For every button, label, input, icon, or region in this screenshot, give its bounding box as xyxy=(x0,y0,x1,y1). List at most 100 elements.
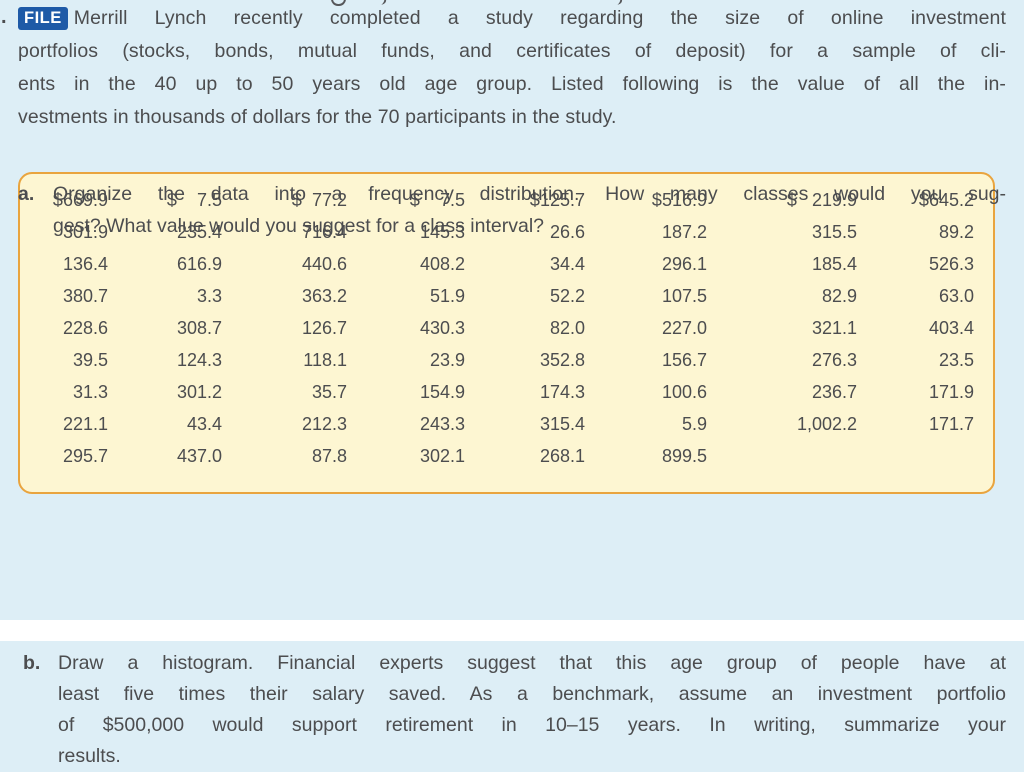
table-cell: 315.5 xyxy=(811,222,857,242)
table-cell: 403.4 xyxy=(928,318,974,338)
table-cell: 235.4 xyxy=(176,222,222,242)
intro-line: portfolios (stocks, bonds, mutual funds,… xyxy=(18,40,1006,62)
table-row: 380.7 3.3 363.2 51.9 52.2 107.5 82.9 63.0 xyxy=(44,280,975,312)
table-cell: 440.6 xyxy=(301,254,347,274)
table-value: 516.9 xyxy=(661,190,707,210)
table-cell: 301.2 xyxy=(176,382,222,402)
table-cell: 296.1 xyxy=(661,254,707,274)
table-cell: 227.0 xyxy=(661,318,707,338)
table-row: 31.3 301.2 35.7 154.9 174.3 100.6 236.7 171.9 xyxy=(44,376,975,408)
table-cell: 174.3 xyxy=(539,382,585,402)
table-cell: 82.9 xyxy=(821,286,857,306)
intro-text: Merrill Lynch recently completed a study… xyxy=(73,7,1006,29)
table-cell: 526.3 xyxy=(928,254,974,274)
table-cell: 43.4 xyxy=(186,414,222,434)
table-cell: 124.3 xyxy=(176,350,222,370)
table-cell: $645.2 xyxy=(857,184,974,216)
file-badge: FILE xyxy=(18,7,68,30)
question-b-section: b. Draw a histogram. Financial experts s… xyxy=(0,641,1024,772)
table-cell: 118.1 xyxy=(303,350,347,370)
table-cell: 268.1 xyxy=(539,446,585,466)
dollar-sign: $ xyxy=(166,190,177,210)
table-value: 77.2 xyxy=(311,190,347,210)
table-cell: 380.7 xyxy=(62,286,108,306)
question-b: b. Draw a histogram. Financial experts s… xyxy=(0,641,1024,772)
table-cell: $77.2 xyxy=(222,184,347,216)
question-line: results. xyxy=(58,745,121,767)
table-cell: 352.8 xyxy=(539,350,585,370)
question-b-text: Draw a histogram. Financial experts sugg… xyxy=(58,648,1006,772)
problem-number-fragment: . xyxy=(1,6,7,28)
table-row: 295.7 437.0 87.8 302.1 268.1 899.5 xyxy=(44,440,975,472)
table-cell: 716.4 xyxy=(301,222,347,242)
table-cell: 31.3 xyxy=(72,382,108,402)
table-cell: 34.4 xyxy=(549,254,585,274)
table-cell: $7.5 xyxy=(347,184,465,216)
intro-line: vestments in thousands of dollars for th… xyxy=(18,106,617,128)
data-table-body: $669.9 $7.5 $77.2 $7.5 $125.7 $516.9 $219.9 $64… xyxy=(44,184,975,472)
table-row: $669.9 $7.5 $77.2 $7.5 $125.7 $516.9 $219.9 $64… xyxy=(44,184,975,216)
table-cell: 228.6 xyxy=(62,318,108,338)
table-value: 125.7 xyxy=(539,190,585,210)
table-cell: 236.7 xyxy=(811,382,857,402)
table-cell: 185.4 xyxy=(811,254,857,274)
table-cell: 243.3 xyxy=(419,414,465,434)
table-cell: 171.9 xyxy=(928,382,974,402)
table-cell: 39.5 xyxy=(72,350,108,370)
table-cell: 437.0 xyxy=(176,446,222,466)
table-value: 645.2 xyxy=(928,190,974,210)
intro-line: FILE Merrill Lynch recently completed a s… xyxy=(18,2,1006,35)
question-line: Draw a histogram. Financial experts sugg… xyxy=(58,652,1006,674)
table-cell: 276.3 xyxy=(811,350,857,370)
table-cell: 295.7 xyxy=(62,446,108,466)
table-cell xyxy=(707,440,857,472)
dollar-sign: $ xyxy=(786,190,797,210)
table-cell: 156.7 xyxy=(661,350,707,370)
table-cell: $219.9 xyxy=(707,184,857,216)
table-cell: 212.3 xyxy=(301,414,347,434)
table-cell: 301.9 xyxy=(62,222,108,242)
table-cell: 35.7 xyxy=(311,382,347,402)
table-cell: 136.4 xyxy=(62,254,108,274)
dollar-sign: $ xyxy=(529,190,540,210)
table-cell: 51.9 xyxy=(429,286,465,306)
table-cell: 52.2 xyxy=(549,286,585,306)
table-cell: 5.9 xyxy=(681,414,707,434)
table-cell: 308.7 xyxy=(176,318,222,338)
dollar-sign: $ xyxy=(409,190,420,210)
question-line: least five times their salary saved. As … xyxy=(58,683,1006,705)
table-value: 7.5 xyxy=(439,190,465,210)
table-cell: 3.3 xyxy=(196,286,222,306)
table-row: 301.9 235.4 716.4 145.3 26.6 187.2 315.5 89.2 xyxy=(44,216,975,248)
table-cell: 1,002.2 xyxy=(796,414,857,434)
table-cell: 23.5 xyxy=(938,350,974,370)
table-row: 39.5 124.3 118.1 23.9 352.8 156.7 276.3 23.5 xyxy=(44,344,975,376)
table-cell: 154.9 xyxy=(419,382,465,402)
table-cell: 100.6 xyxy=(661,382,707,402)
question-a: a. Organize the data into a frequency di… xyxy=(0,178,1024,242)
table-cell: 26.6 xyxy=(549,222,585,242)
dollar-sign: $ xyxy=(291,190,302,210)
dollar-sign: $ xyxy=(651,190,662,210)
problem-section: . FILE Merrill Lynch recently completed a… xyxy=(0,0,1024,620)
table-cell: 82.0 xyxy=(549,318,585,338)
table-cell: 221.1 xyxy=(62,414,108,434)
table-row: 221.1 43.4 212.3 243.3 315.4 5.9 1,002.2 171.7 xyxy=(44,408,975,440)
table-cell: 616.9 xyxy=(176,254,222,274)
table-cell: 145.3 xyxy=(419,222,465,242)
question-a-label: a. xyxy=(18,183,35,205)
data-table: $669.9 $7.5 $77.2 $7.5 $125.7 $516.9 $219.9 $64… xyxy=(18,172,995,494)
table-cell: 315.4 xyxy=(539,414,585,434)
table-cell: $125.7 xyxy=(465,184,585,216)
table-cell xyxy=(857,440,974,472)
table-cell: 107.5 xyxy=(661,286,707,306)
table-cell: 187.2 xyxy=(661,222,707,242)
intro-line: ents in the 40 up to 50 years old age gr… xyxy=(18,73,1006,95)
table-cell: 899.5 xyxy=(661,446,707,466)
question-b-label: b. xyxy=(23,652,41,674)
table-value: 669.9 xyxy=(62,190,108,210)
table-cell: 23.9 xyxy=(429,350,465,370)
table-value: 219.9 xyxy=(811,190,857,210)
problem-statement: FILE Merrill Lynch recently completed a s… xyxy=(18,2,1006,134)
table-row: 228.6 308.7 126.7 430.3 82.0 227.0 321.1 403.4 xyxy=(44,312,975,344)
